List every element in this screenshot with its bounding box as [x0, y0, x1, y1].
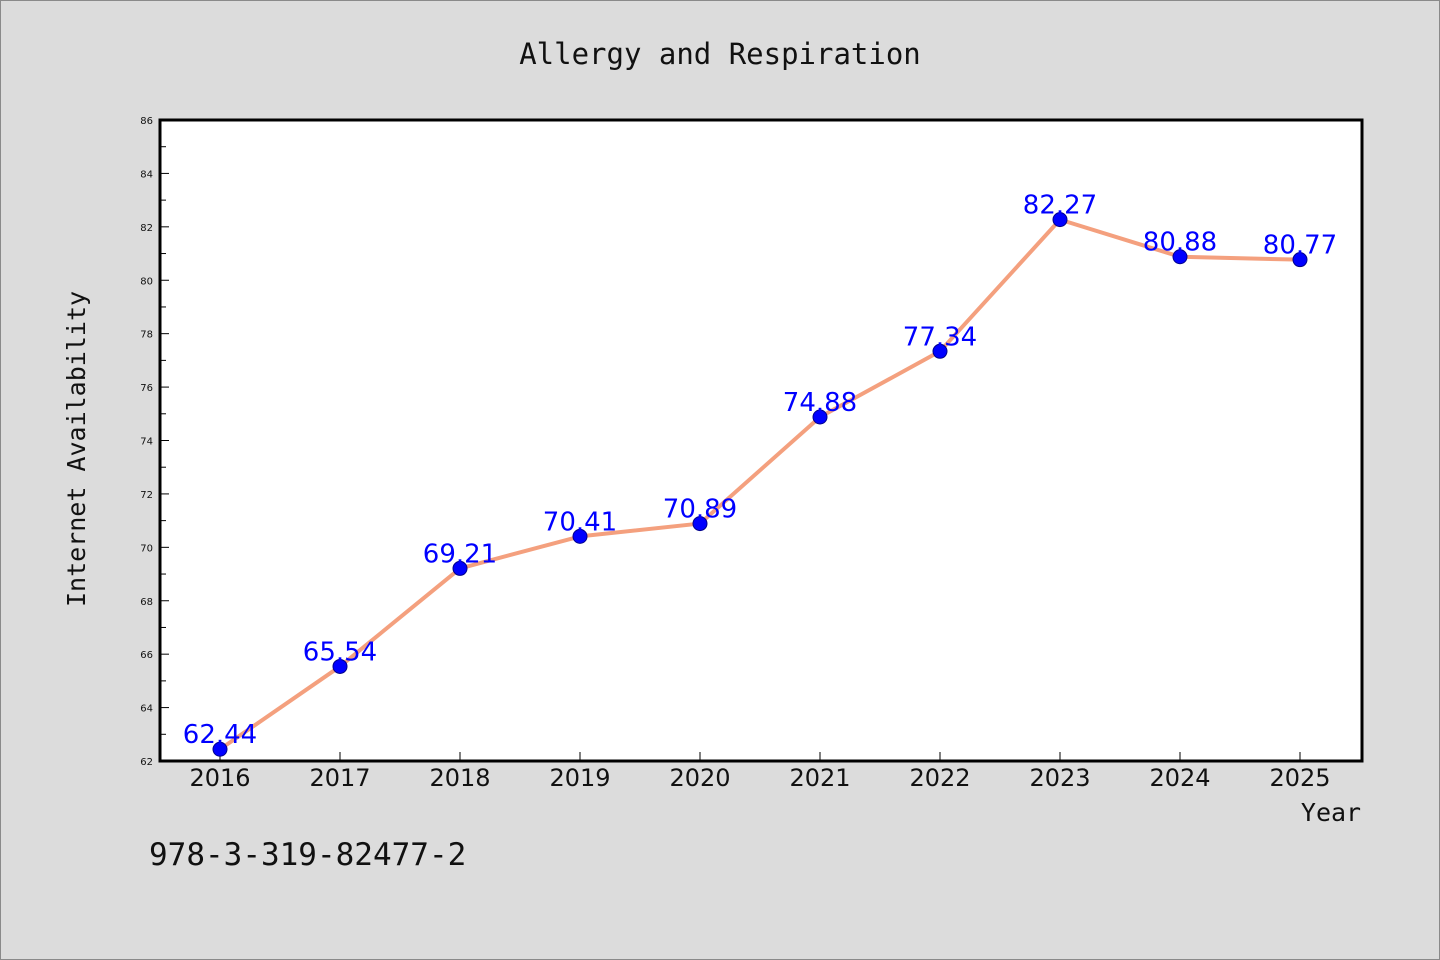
x-axis-label: Year	[1301, 798, 1361, 827]
data-label: 65.54	[303, 637, 377, 667]
data-label: 80.88	[1143, 228, 1217, 258]
data-point-marker	[332, 658, 348, 674]
x-tick-label: 2019	[549, 764, 610, 792]
data-label: 80.77	[1263, 231, 1337, 261]
x-tick-label: 2021	[789, 764, 850, 792]
y-tick-label: 80	[140, 276, 153, 287]
data-point-marker	[812, 409, 828, 425]
plot-area	[160, 120, 1362, 761]
data-label: 70.89	[663, 495, 737, 525]
y-tick-label: 68	[140, 597, 153, 608]
x-axis-ticks: 2016 2017 2018 2019 2020 2021 2022 2023 2024 2025	[189, 752, 1331, 792]
y-tick-label: 62	[140, 757, 153, 768]
y-tick-label: 86	[140, 116, 153, 127]
series-line	[218, 217, 1302, 752]
data-label: 70.41	[543, 507, 617, 537]
x-tick-label: 2023	[1029, 764, 1090, 792]
y-axis-label: Internet Availability	[62, 291, 91, 607]
y-tick-label: 84	[140, 169, 153, 180]
y-tick-label: 76	[140, 383, 153, 394]
series-layer: 62.44 65.54 69.21 70.41 70.89 74.88 77.34 82.27…	[183, 191, 1337, 757]
plot-frame	[158, 118, 1364, 763]
data-label: 69.21	[423, 539, 497, 569]
y-tick-label: 64	[140, 704, 153, 715]
data-point-marker	[212, 741, 228, 757]
data-point-marker	[932, 343, 948, 359]
x-tick-label: 2016	[189, 764, 250, 792]
y-tick-label: 78	[140, 330, 153, 341]
x-tick-label: 2020	[669, 764, 730, 792]
data-label: 77.34	[903, 322, 977, 352]
y-tick-label: 70	[140, 543, 153, 554]
y-tick-label: 66	[140, 650, 153, 661]
data-point-marker	[1172, 249, 1188, 265]
data-point-marker	[692, 516, 708, 532]
x-tick-label: 2025	[1269, 764, 1330, 792]
data-label: 74.88	[783, 388, 857, 418]
data-point-marker	[572, 528, 588, 544]
x-tick-label: 2022	[909, 764, 970, 792]
data-label: 82.27	[1023, 191, 1097, 221]
data-point-marker	[1292, 252, 1308, 268]
data-point-marker	[452, 560, 468, 576]
x-tick-label: 2024	[1149, 764, 1210, 792]
x-tick-label: 2018	[429, 764, 490, 792]
y-tick-label: 72	[140, 490, 153, 501]
x-tick-label: 2017	[309, 764, 370, 792]
data-point-marker	[1052, 212, 1068, 228]
y-tick-label: 74	[140, 437, 153, 448]
chart-title: Allergy and Respiration	[519, 37, 921, 71]
footnote-isbn: 978-3-319-82477-2	[149, 837, 466, 873]
y-tick-label: 82	[140, 223, 153, 234]
data-label: 62.44	[183, 720, 257, 750]
